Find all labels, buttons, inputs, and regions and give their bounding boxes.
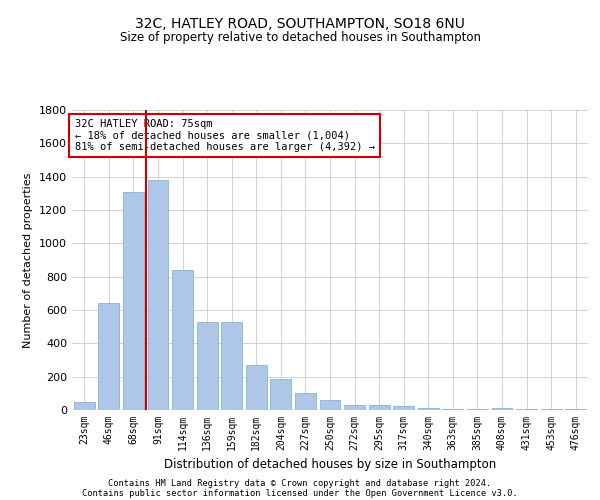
Bar	[123, 192, 144, 410]
Bar	[271, 379, 292, 410]
Bar	[565, 409, 586, 410]
Bar	[221, 322, 242, 410]
Text: Size of property relative to detached houses in Southampton: Size of property relative to detached ho…	[119, 31, 481, 44]
Text: 32C HATLEY ROAD: 75sqm
← 18% of detached houses are smaller (1,004)
81% of semi-: 32C HATLEY ROAD: 75sqm ← 18% of detached…	[74, 119, 374, 152]
Text: 32C, HATLEY ROAD, SOUTHAMPTON, SO18 6NU: 32C, HATLEY ROAD, SOUTHAMPTON, SO18 6NU	[135, 18, 465, 32]
Bar	[368, 405, 389, 410]
Bar	[541, 409, 562, 410]
Text: Contains HM Land Registry data © Crown copyright and database right 2024.: Contains HM Land Registry data © Crown c…	[109, 478, 491, 488]
Bar	[442, 409, 463, 410]
Bar	[467, 409, 488, 410]
Bar	[516, 409, 537, 410]
Bar	[197, 322, 218, 410]
Bar	[246, 365, 267, 410]
Bar	[393, 406, 414, 410]
Bar	[74, 402, 95, 410]
Bar	[491, 408, 512, 410]
Bar	[418, 408, 439, 410]
Bar	[148, 180, 169, 410]
Bar	[320, 400, 340, 410]
Bar	[344, 405, 365, 410]
X-axis label: Distribution of detached houses by size in Southampton: Distribution of detached houses by size …	[164, 458, 496, 471]
Text: Contains public sector information licensed under the Open Government Licence v3: Contains public sector information licen…	[82, 488, 518, 498]
Y-axis label: Number of detached properties: Number of detached properties	[23, 172, 34, 348]
Bar	[172, 270, 193, 410]
Bar	[295, 394, 316, 410]
Bar	[98, 304, 119, 410]
